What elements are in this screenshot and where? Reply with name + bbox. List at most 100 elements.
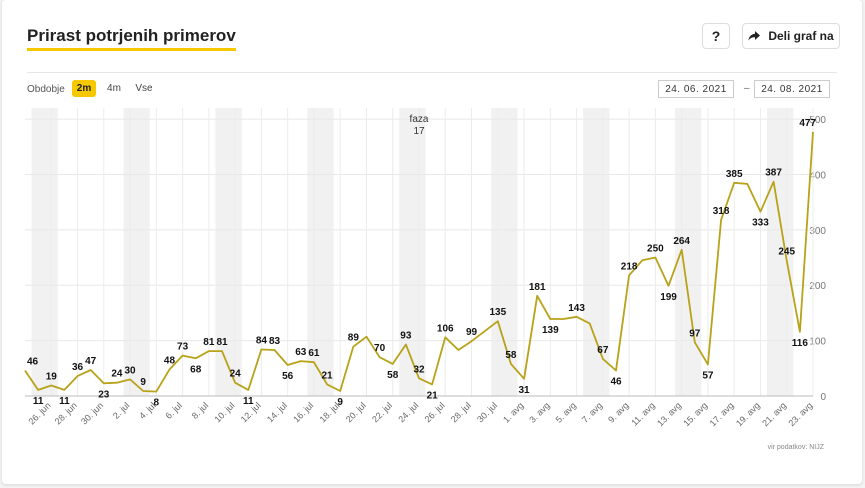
data-label: 84 xyxy=(256,335,268,346)
y-tick-label: 300 xyxy=(809,226,826,237)
data-label: 181 xyxy=(529,282,546,293)
weekend-band xyxy=(767,108,794,396)
data-label: 30 xyxy=(125,365,137,376)
x-tick-label: 15. avg xyxy=(681,400,709,428)
x-tick-label: 16. jul xyxy=(291,400,315,424)
data-label: 387 xyxy=(765,168,782,179)
period-label: Obdobje xyxy=(27,84,65,95)
x-tick-label: 28. jul xyxy=(449,400,473,424)
data-label: 218 xyxy=(621,261,638,272)
weekend-band xyxy=(583,108,610,396)
data-label: 199 xyxy=(660,292,677,303)
y-tick-label: 100 xyxy=(809,337,826,348)
data-label: 81 xyxy=(203,337,215,348)
header-divider xyxy=(27,72,837,73)
x-tick-label: 30. jun xyxy=(79,400,105,426)
x-tick-label: 22. jul xyxy=(370,400,394,424)
data-label: 9 xyxy=(140,377,146,388)
data-label: 106 xyxy=(437,323,454,334)
data-label: 46 xyxy=(27,357,39,368)
annotation-label: 17 xyxy=(413,126,425,137)
data-label: 47 xyxy=(85,356,97,367)
x-tick-label: 3. avg xyxy=(527,400,551,424)
data-label: 93 xyxy=(400,330,412,341)
data-label: 11 xyxy=(33,396,44,407)
x-tick-label: 7. avg xyxy=(580,400,604,424)
help-button[interactable]: ? xyxy=(702,23,730,49)
share-button[interactable]: Deli graf na xyxy=(742,23,840,49)
data-label: 83 xyxy=(269,336,281,347)
x-tick-label: 24. jul xyxy=(396,400,420,424)
x-tick-label: 17. avg xyxy=(708,400,736,428)
data-label: 135 xyxy=(489,307,506,318)
data-label: 477 xyxy=(799,118,816,129)
data-label: 11 xyxy=(59,396,70,407)
data-label: 333 xyxy=(752,218,769,229)
x-tick-label: 9. avg xyxy=(606,400,630,424)
data-label: 116 xyxy=(792,338,809,349)
chart-title: Prirast potrjenih primerov xyxy=(27,26,236,51)
period-all-button[interactable]: Vse xyxy=(135,83,153,94)
date-to-input[interactable]: 24. 08. 2021 xyxy=(754,80,830,98)
x-tick-label: 20. jul xyxy=(344,400,368,424)
share-button-label: Deli graf na xyxy=(768,29,834,43)
x-tick-label: 30. jul xyxy=(475,400,499,424)
share-arrow-icon xyxy=(748,31,761,41)
x-tick-label: 14. jul xyxy=(265,400,289,424)
data-label: 32 xyxy=(413,364,425,375)
data-label: 264 xyxy=(673,236,690,247)
weekend-band xyxy=(399,108,426,396)
data-source: vir podatkov: NIJZ xyxy=(767,444,824,451)
x-tick-label: 26. jul xyxy=(423,400,447,424)
data-label: 58 xyxy=(387,370,399,381)
data-label: 89 xyxy=(348,333,360,344)
x-tick-label: 23. avg xyxy=(786,400,814,428)
data-label: 97 xyxy=(689,328,701,339)
weekend-band xyxy=(123,108,150,396)
period-4m-button[interactable]: 4m xyxy=(107,83,121,94)
y-tick-label: 200 xyxy=(809,281,826,292)
data-label: 9 xyxy=(337,397,343,408)
x-tick-label: 13. avg xyxy=(655,400,683,428)
x-tick-label: 21. avg xyxy=(760,400,788,428)
data-label: 58 xyxy=(505,350,517,361)
data-label: 67 xyxy=(597,345,609,356)
x-tick-label: 1. avg xyxy=(501,400,525,424)
y-tick-label: 400 xyxy=(809,170,826,181)
y-tick-label: 0 xyxy=(820,392,826,403)
data-label: 23 xyxy=(98,389,110,400)
annotation-label: faza xyxy=(410,114,429,125)
data-label: 61 xyxy=(308,348,320,359)
data-label: 73 xyxy=(177,342,189,353)
data-label: 11 xyxy=(243,396,254,407)
data-label: 245 xyxy=(778,246,795,257)
data-label: 99 xyxy=(466,327,478,338)
weekend-band xyxy=(307,108,334,396)
data-label: 36 xyxy=(72,362,84,373)
date-from-input[interactable]: 24. 06. 2021 xyxy=(658,80,734,98)
x-tick-label: 2. jul xyxy=(111,400,132,421)
period-2m-button[interactable]: 2m xyxy=(72,80,96,97)
weekend-band xyxy=(31,108,58,396)
data-label: 318 xyxy=(713,206,730,217)
data-label: 68 xyxy=(190,364,202,375)
data-label: 385 xyxy=(726,169,743,180)
data-label: 8 xyxy=(154,398,160,409)
data-label: 31 xyxy=(519,385,531,396)
x-tick-label: 19. avg xyxy=(734,400,762,428)
series-line xyxy=(24,131,814,393)
data-label: 46 xyxy=(610,377,622,388)
weekend-band xyxy=(215,108,242,396)
data-label: 70 xyxy=(374,343,386,354)
data-label: 19 xyxy=(46,371,58,382)
data-label: 24 xyxy=(230,369,242,380)
data-label: 63 xyxy=(295,347,307,358)
data-label: 56 xyxy=(282,371,294,382)
data-label: 250 xyxy=(647,244,664,255)
weekend-band xyxy=(675,108,702,396)
weekend-band xyxy=(491,108,518,396)
x-tick-label: 6. jul xyxy=(163,400,184,421)
data-label: 139 xyxy=(542,325,559,336)
